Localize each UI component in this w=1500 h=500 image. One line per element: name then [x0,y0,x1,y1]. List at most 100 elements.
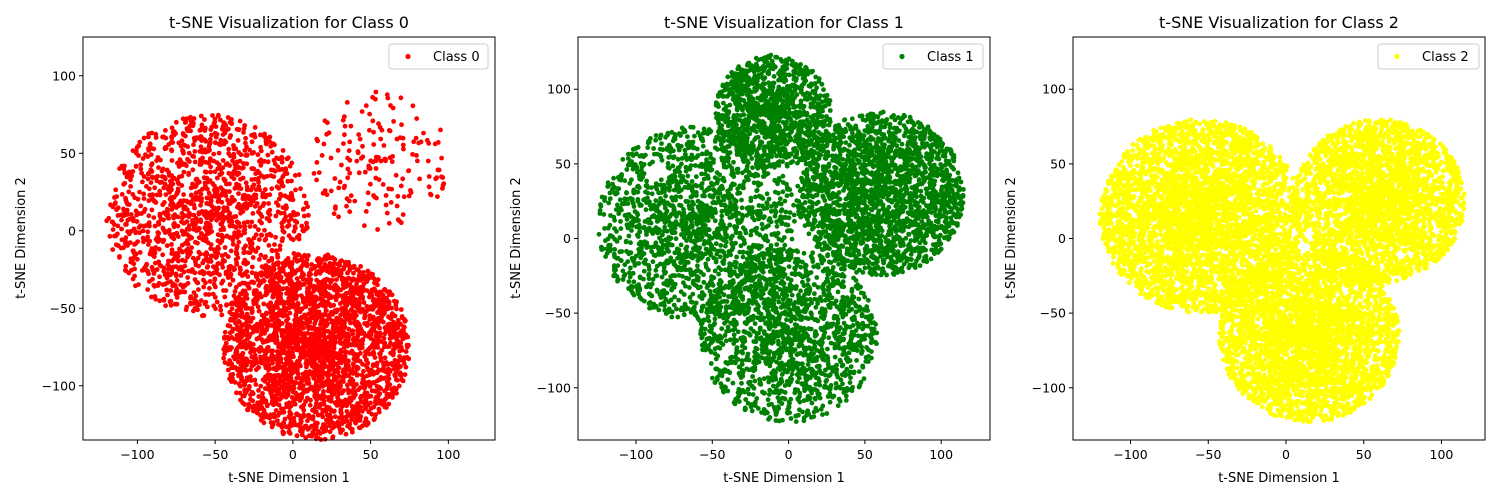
scatter-point [270,292,276,298]
scatter-point [373,401,379,407]
scatter-point [348,397,354,403]
scatter-point [238,383,243,389]
scatter-point [220,165,226,171]
scatter-point [238,232,244,238]
scatter-point [344,401,349,407]
scatter-point [204,250,209,256]
scatter-point [376,121,381,127]
scatter-point [179,183,185,188]
scatter-point [384,386,390,392]
scatter-point [140,235,146,241]
scatter-point [185,156,190,162]
scatter-point [373,89,379,95]
scatter-point [301,272,307,278]
scatter-point [258,252,264,258]
scatter-point [281,300,287,306]
scatter-point [363,363,369,368]
scatter-point [383,396,388,402]
scatter-point [222,336,227,341]
scatter-point [148,180,154,186]
scatter-point [683,164,689,170]
scatter-point [350,412,356,418]
scatter-point [258,148,264,154]
scatter-point [188,300,193,306]
scatter-point [155,230,161,235]
scatter-point [261,271,267,277]
scatter-point [345,175,351,181]
scatter-point [145,171,151,177]
scatter-point [339,410,344,416]
scatter-point [330,326,336,331]
scatter-point [350,276,356,282]
scatter-point [168,288,174,293]
scatter-point [305,204,310,210]
scatter-point [701,126,707,132]
scatter-point [181,169,187,175]
scatter-point [136,153,142,159]
scatter-point [207,285,212,291]
scatter-point [261,301,267,307]
scatter-point [232,289,238,294]
scatter-point [358,264,363,269]
scatter-point [368,181,373,187]
scatter-point [226,146,232,152]
scatter-point [260,194,266,200]
scatter-point [142,206,148,212]
scatter-point [213,306,218,312]
scatter-point [189,235,195,241]
scatter-point [359,345,365,351]
scatter-point [240,400,246,406]
scatter-point [685,134,690,140]
scatter-point [196,287,201,292]
scatter-point [156,165,161,171]
scatter-point [382,300,387,306]
scatter-point [273,329,279,335]
scatter-point [294,220,300,225]
scatter-point [393,172,399,178]
scatter-point [298,186,303,192]
scatter-point [387,382,393,387]
scatter-point [173,271,179,277]
x-tick-label: 50 [363,447,379,462]
scatter-point [126,202,132,208]
scatter-point [753,194,758,200]
scatter-point [704,157,709,163]
scatter-point [304,220,309,226]
scatter-point [187,252,192,257]
scatter-point [706,267,711,273]
scatter-point [319,296,325,302]
scatter-point [247,384,252,389]
scatter-point [280,148,286,153]
scatter-point [203,299,209,305]
scatter-point [759,221,765,227]
scatter-point [203,125,208,131]
scatter-point [327,293,333,299]
scatter-point [389,386,394,392]
scatter-point [381,309,387,315]
scatter-point [341,345,347,350]
scatter-point [695,316,701,322]
scatter-point [336,185,342,191]
scatter-point [440,175,446,180]
scatter-point [168,298,174,304]
scatter-point [403,318,408,324]
scatter-point [330,354,335,360]
scatter-point [286,429,292,434]
scatter-point [157,237,163,243]
scatter-point [252,377,258,383]
scatter-point [395,193,401,199]
scatter-point [188,295,193,301]
scatter-point [117,255,122,260]
scatter-point [136,143,142,149]
scatter-point [216,246,222,252]
scatter-point [347,421,353,427]
scatter-point [152,223,158,229]
scatter-point [180,116,186,122]
scatter-point [301,213,307,219]
scatter-point [251,301,257,307]
scatter-point [168,271,174,276]
scatter-point [315,138,320,144]
scatter-point [191,212,197,218]
scatter-point [244,378,250,383]
